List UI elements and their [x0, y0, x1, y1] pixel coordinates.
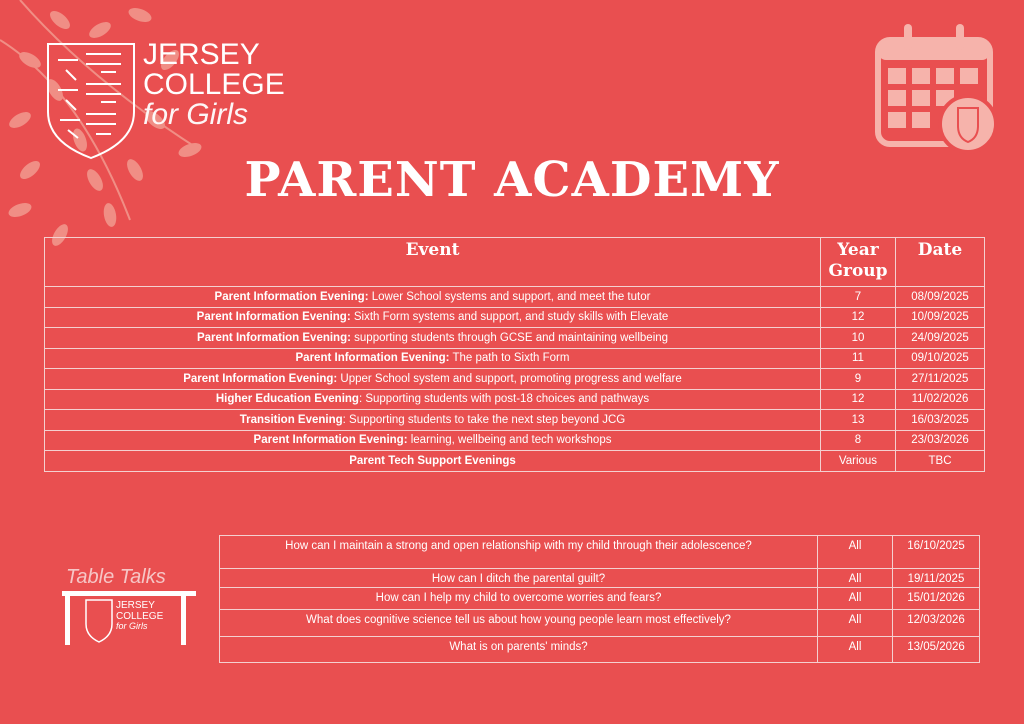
date-cell: 11/02/2026	[895, 388, 985, 410]
talk-question: What does cognitive science tell us abou…	[219, 609, 818, 637]
year-group-cell: 8	[820, 429, 896, 451]
events-table: Event Year Group Date Parent Information…	[44, 237, 985, 472]
date-cell: 08/09/2025	[895, 286, 985, 308]
event-type: Transition Evening	[239, 413, 343, 426]
svg-text:JERSEY: JERSEY	[116, 600, 155, 611]
talk-row: What does cognitive science tell us abou…	[219, 609, 980, 637]
header-year-group: Year Group	[820, 237, 896, 287]
talk-year-cell: All	[817, 568, 893, 588]
event-row: Parent Information Evening: The path to …	[44, 347, 985, 369]
brand-line-2: COLLEGE	[143, 68, 285, 101]
event-row: Parent Information Evening: supporting s…	[44, 327, 985, 349]
year-group-cell: Various	[820, 450, 896, 472]
event-row: Parent Information Evening: Lower School…	[44, 286, 985, 308]
talk-year-cell: All	[817, 636, 893, 663]
talk-question: How can I ditch the parental guilt?	[219, 568, 818, 588]
page-title: PARENT ACADEMY	[244, 152, 780, 208]
calendar-icon	[875, 24, 998, 154]
svg-text:COLLEGE: COLLEGE	[116, 611, 164, 622]
event-cell: Parent Information Evening: Upper School…	[44, 368, 821, 390]
date-cell: TBC	[895, 450, 985, 472]
event-cell: Parent Information Evening: Sixth Form s…	[44, 306, 821, 328]
date-cell: 09/10/2025	[895, 347, 985, 369]
event-description: : Supporting students to take the next s…	[342, 413, 626, 426]
event-row: Parent Information Evening: Upper School…	[44, 368, 985, 390]
year-group-cell: 9	[820, 368, 896, 390]
table-talks-logo: JERSEY COLLEGE for Girls	[62, 591, 196, 645]
svg-text:for Girls: for Girls	[116, 621, 148, 631]
event-type: Parent Tech Support Evenings	[349, 454, 516, 467]
event-row: Transition Evening: Supporting students …	[44, 409, 985, 431]
talk-row: What is on parents' minds? All 13/05/202…	[219, 636, 980, 663]
year-group-cell: 13	[820, 409, 896, 431]
event-cell: Parent Information Evening: Lower School…	[44, 286, 821, 308]
talk-year-cell: All	[817, 587, 893, 610]
college-wordmark: JERSEY COLLEGE for Girls	[143, 40, 285, 130]
event-description: supporting students through GCSE and mai…	[350, 331, 669, 344]
year-group-cell: 12	[820, 306, 896, 328]
year-group-cell: 10	[820, 327, 896, 349]
talk-date-cell: 19/11/2025	[892, 568, 980, 588]
event-type: Parent Information Evening:	[295, 352, 450, 365]
event-description: : Supporting students with post-18 choic…	[358, 393, 650, 406]
event-description: Upper School system and support, promoti…	[337, 372, 682, 385]
header-event: Event	[44, 237, 821, 287]
leaf-decoration	[0, 0, 202, 246]
event-row: Parent Information Evening: learning, we…	[44, 429, 985, 451]
event-cell: Parent Information Evening: learning, we…	[44, 429, 821, 451]
talk-question: What is on parents' minds?	[219, 636, 818, 663]
table-talks-table: How can I maintain a strong and open rel…	[219, 535, 980, 663]
event-description: The path to Sixth Form	[449, 352, 570, 365]
talk-question: How can I help my child to overcome worr…	[219, 587, 818, 610]
event-type: Parent Information Evening:	[183, 372, 338, 385]
college-crest	[47, 43, 135, 160]
events-header-row: Event Year Group Date	[44, 237, 985, 287]
event-type: Parent Information Evening:	[196, 311, 351, 324]
date-cell: 16/03/2025	[895, 409, 985, 431]
talk-date-cell: 15/01/2026	[892, 587, 980, 610]
talk-row: How can I ditch the parental guilt? All …	[219, 568, 980, 588]
table-talks-label: Table Talks	[66, 566, 166, 588]
year-group-cell: 12	[820, 388, 896, 410]
event-description: Lower School systems and support, and me…	[368, 290, 651, 303]
year-group-cell: 7	[820, 286, 896, 308]
event-cell: Higher Education Evening: Supporting stu…	[44, 388, 821, 410]
talk-date-cell: 16/10/2025	[892, 535, 980, 569]
event-cell: Transition Evening: Supporting students …	[44, 409, 821, 431]
header-date: Date	[895, 237, 985, 287]
event-description: Sixth Form systems and support, and stud…	[350, 311, 669, 324]
event-row: Parent Information Evening: Sixth Form s…	[44, 306, 985, 328]
talk-question: How can I maintain a strong and open rel…	[219, 535, 818, 569]
talk-year-cell: All	[817, 535, 893, 569]
event-cell: Parent Tech Support Evenings	[44, 450, 821, 472]
brand-line-1: JERSEY	[143, 38, 260, 71]
brand-line-3: for Girls	[143, 98, 248, 131]
event-type: Parent Information Evening:	[196, 331, 351, 344]
date-cell: 10/09/2025	[895, 306, 985, 328]
date-cell: 23/03/2026	[895, 429, 985, 451]
event-row: Higher Education Evening: Supporting stu…	[44, 388, 985, 410]
year-group-cell: 11	[820, 347, 896, 369]
talk-date-cell: 12/03/2026	[892, 609, 980, 637]
event-description: learning, wellbeing and tech workshops	[407, 434, 612, 447]
event-cell: Parent Information Evening: supporting s…	[44, 327, 821, 349]
event-row: Parent Tech Support Evenings Various TBC	[44, 450, 985, 472]
event-type: Parent Information Evening:	[253, 434, 408, 447]
date-cell: 24/09/2025	[895, 327, 985, 349]
date-cell: 27/11/2025	[895, 368, 985, 390]
event-cell: Parent Information Evening: The path to …	[44, 347, 821, 369]
talk-date-cell: 13/05/2026	[892, 636, 980, 663]
talk-row: How can I maintain a strong and open rel…	[219, 535, 980, 569]
event-type: Higher Education Evening	[215, 393, 359, 406]
talk-year-cell: All	[817, 609, 893, 637]
event-type: Parent Information Evening:	[214, 290, 369, 303]
talk-row: How can I help my child to overcome worr…	[219, 587, 980, 610]
